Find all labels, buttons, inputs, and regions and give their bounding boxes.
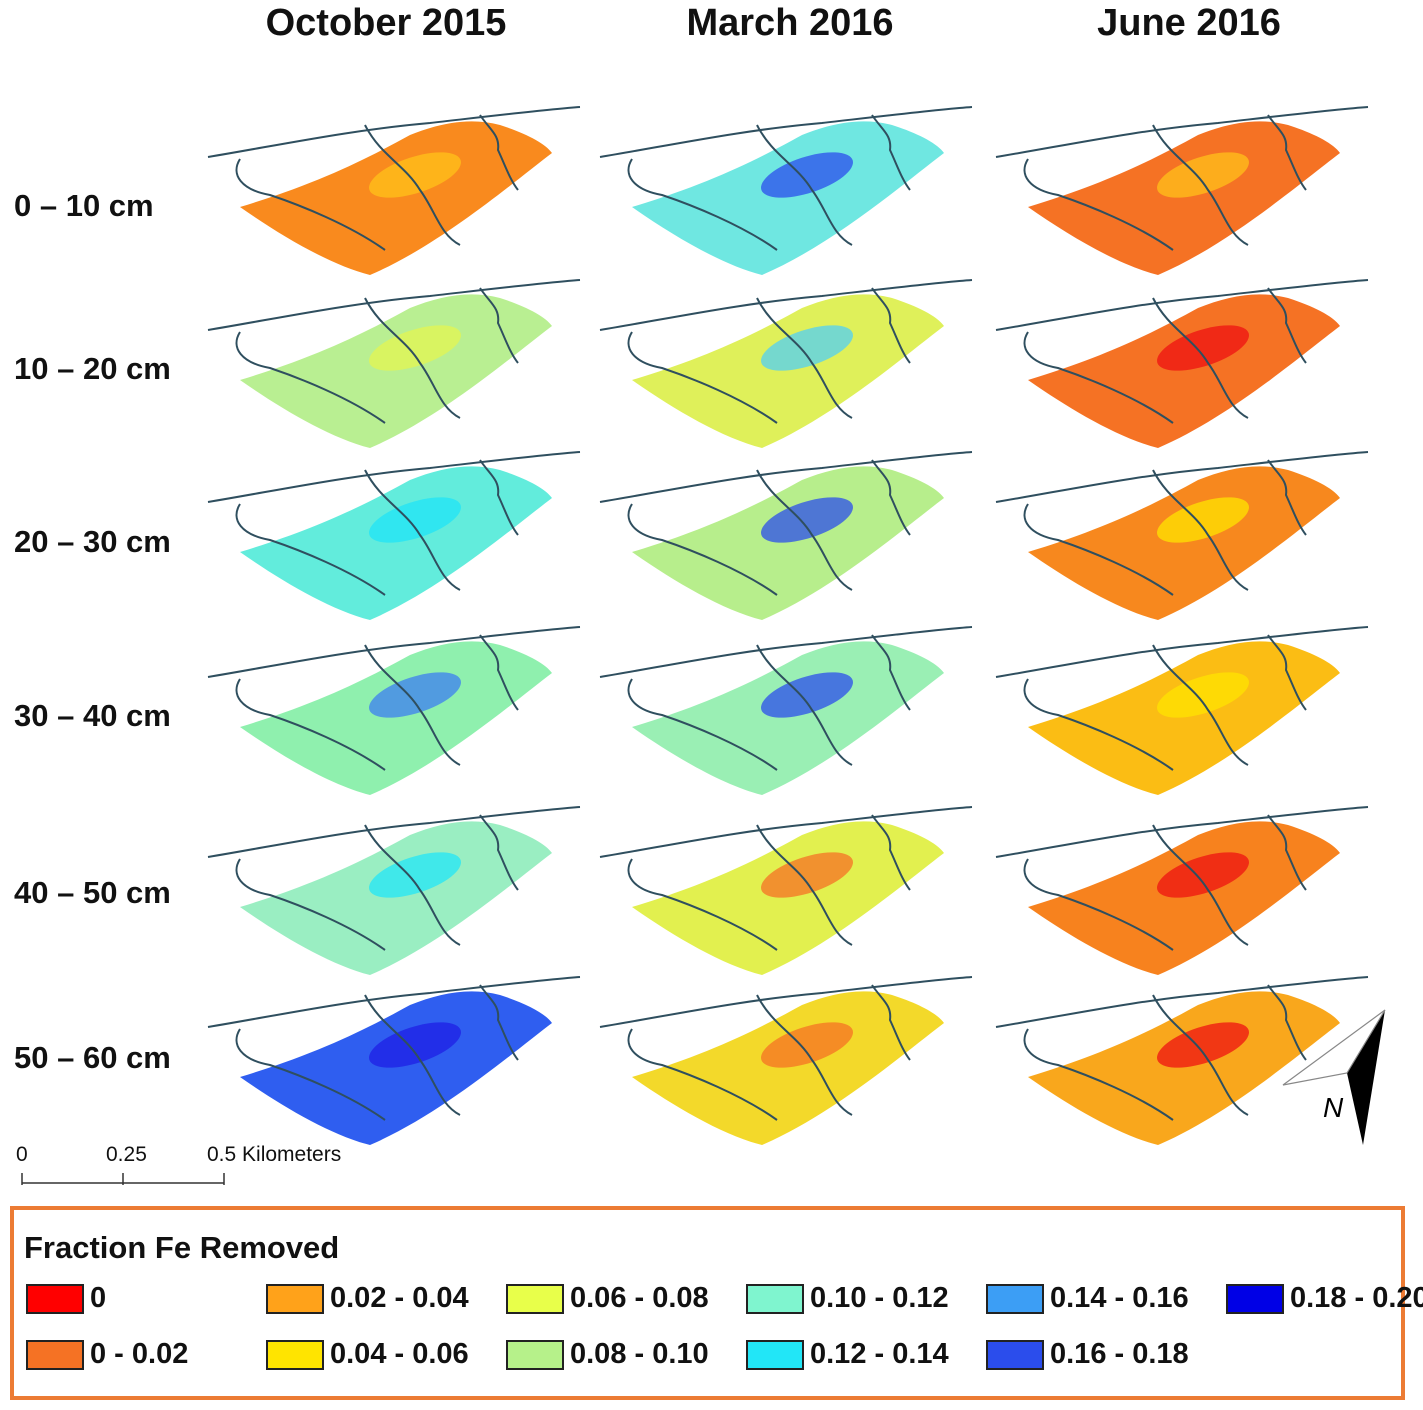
legend-swatch	[746, 1339, 804, 1370]
legend-item-0-08-0-10: 0.08 - 0.10	[506, 1338, 709, 1374]
legend-item-0-14-0-16: 0.14 - 0.16	[986, 1282, 1189, 1318]
legend-label: 0.14 - 0.16	[1050, 1282, 1189, 1314]
map-june-2016-30-40-cm	[988, 615, 1388, 805]
scale-label-0: 0	[16, 1143, 28, 1166]
map-october-2015-0-10-cm	[200, 95, 600, 285]
legend-swatch	[506, 1339, 564, 1370]
north-label: N	[1323, 1092, 1344, 1123]
legend-item-0-18-0-20: 0.18 - 0.20	[1226, 1282, 1423, 1318]
map-march-2016-30-40-cm	[592, 615, 992, 805]
legend-swatch	[506, 1283, 564, 1314]
legend-swatch	[986, 1339, 1044, 1370]
legend-swatch	[26, 1339, 84, 1370]
legend-swatch	[1226, 1283, 1284, 1314]
legend-label: 0.16 - 0.18	[1050, 1338, 1189, 1370]
legend-label: 0.02 - 0.04	[330, 1282, 469, 1314]
legend-item-0-06-0-08: 0.06 - 0.08	[506, 1282, 709, 1318]
legend-label: 0.18 - 0.20	[1290, 1282, 1423, 1314]
legend-item-0: 0	[26, 1282, 106, 1318]
map-june-2016-50-60-cm	[988, 965, 1388, 1155]
map-march-2016-0-10-cm	[592, 95, 992, 285]
map-june-2016-20-30-cm	[988, 440, 1388, 630]
row-label-30-40cm: 30 – 40 cm	[14, 698, 171, 733]
legend-label: 0.12 - 0.14	[810, 1338, 949, 1370]
column-title-june-2016: June 2016	[1097, 2, 1281, 44]
legend-swatch	[746, 1283, 804, 1314]
legend-label: 0.08 - 0.10	[570, 1338, 709, 1370]
map-march-2016-20-30-cm	[592, 440, 992, 630]
map-june-2016-10-20-cm	[988, 268, 1388, 458]
legend-label: 0 - 0.02	[90, 1338, 189, 1370]
map-march-2016-50-60-cm	[592, 965, 992, 1155]
map-october-2015-30-40-cm	[200, 615, 600, 805]
column-title-march-2016: March 2016	[686, 2, 894, 44]
row-label-50-60cm: 50 – 60 cm	[14, 1040, 171, 1075]
map-march-2016-40-50-cm	[592, 795, 992, 985]
map-june-2016-0-10-cm	[988, 95, 1388, 285]
column-title-october-2015: October 2015	[265, 2, 507, 44]
row-label-0-10cm: 0 – 10 cm	[14, 188, 154, 223]
map-october-2015-10-20-cm	[200, 268, 600, 458]
row-label-40-50cm: 40 – 50 cm	[14, 875, 171, 910]
legend-item-0-0-02: 0 - 0.02	[26, 1338, 188, 1374]
north-arrow-icon: N	[1275, 1005, 1395, 1155]
legend-label: 0.04 - 0.06	[330, 1338, 469, 1370]
scale-label-05: 0.5 Kilometers	[207, 1143, 342, 1166]
map-march-2016-10-20-cm	[592, 268, 992, 458]
legend-item-0-16-0-18: 0.16 - 0.18	[986, 1338, 1189, 1374]
legend-item-0-02-0-04: 0.02 - 0.04	[266, 1282, 469, 1318]
row-label-20-30cm: 20 – 30 cm	[14, 524, 171, 559]
legend-item-0-04-0-06: 0.04 - 0.06	[266, 1338, 469, 1374]
legend-item-0-12-0-14: 0.12 - 0.14	[746, 1338, 949, 1374]
legend-label: 0.06 - 0.08	[570, 1282, 709, 1314]
legend-swatch	[266, 1283, 324, 1314]
legend-label: 0.10 - 0.12	[810, 1282, 949, 1314]
map-october-2015-50-60-cm	[200, 965, 600, 1155]
legend-title: Fraction Fe Removed	[24, 1230, 340, 1265]
map-october-2015-40-50-cm	[200, 795, 600, 985]
legend-swatch	[266, 1339, 324, 1370]
legend-label: 0	[90, 1282, 107, 1314]
row-label-10-20cm: 10 – 20 cm	[14, 351, 171, 386]
scale-label-025: 0.25	[106, 1143, 147, 1166]
legend-swatch	[26, 1283, 84, 1314]
legend-item-0-10-0-12: 0.10 - 0.12	[746, 1282, 949, 1318]
scale-bar: 0 0.25 0.5 Kilometers	[14, 1143, 384, 1191]
legend-swatch	[986, 1283, 1044, 1314]
map-june-2016-40-50-cm	[988, 795, 1388, 985]
scale-bar-line	[21, 1173, 225, 1185]
legend-box: Fraction Fe Removed 0 0 - 0.02 0.02 - 0.04…	[10, 1206, 1423, 1400]
map-october-2015-20-30-cm	[200, 440, 600, 630]
